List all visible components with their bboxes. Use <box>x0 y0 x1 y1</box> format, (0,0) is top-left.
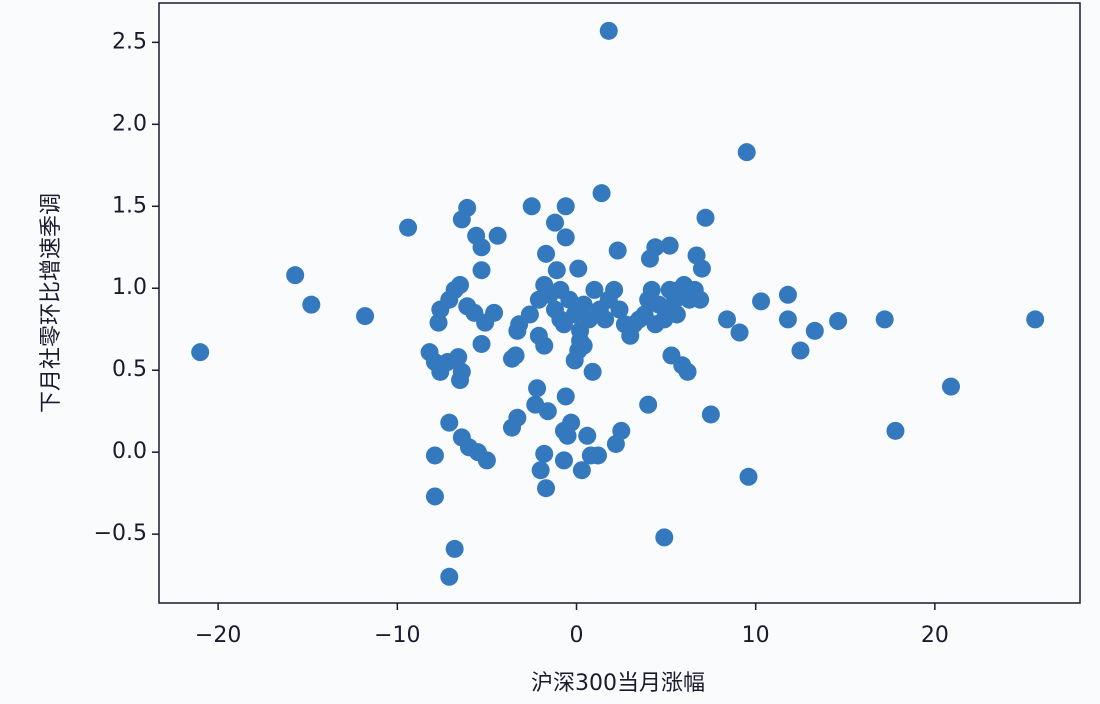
point <box>569 259 588 278</box>
point <box>639 395 658 414</box>
point <box>535 336 554 355</box>
x-tick-label: 10 <box>742 623 770 648</box>
point <box>574 295 593 314</box>
x-tick-label: −10 <box>374 623 420 648</box>
x-tick-label: 20 <box>921 623 949 648</box>
point <box>610 300 629 319</box>
point <box>612 421 631 440</box>
point <box>778 310 797 329</box>
point <box>551 280 570 299</box>
point <box>485 303 504 322</box>
y-axis-label: 下月社零环比增速季调 <box>39 193 64 413</box>
point <box>583 362 602 381</box>
point <box>472 334 491 353</box>
point <box>286 266 305 285</box>
point <box>545 213 564 232</box>
point <box>886 421 905 440</box>
point <box>556 228 575 247</box>
point <box>538 402 557 421</box>
point <box>640 249 659 268</box>
point <box>730 323 749 342</box>
point <box>508 408 527 427</box>
point <box>608 241 627 260</box>
point <box>458 198 477 217</box>
point <box>556 197 575 216</box>
point <box>624 315 643 334</box>
point <box>554 315 573 334</box>
point <box>791 341 810 360</box>
point <box>941 377 960 396</box>
point <box>829 312 848 331</box>
point <box>449 348 468 367</box>
y-tick-label: 1.0 <box>112 275 147 300</box>
point <box>678 285 697 304</box>
point <box>660 236 679 255</box>
point <box>535 444 554 463</box>
point <box>477 451 496 470</box>
point <box>565 351 584 370</box>
point <box>718 310 737 329</box>
point <box>520 305 539 324</box>
y-tick-label: 2.5 <box>112 29 147 54</box>
point <box>737 143 756 162</box>
point <box>531 461 550 480</box>
point <box>451 275 470 294</box>
point <box>522 197 541 216</box>
point <box>425 446 444 465</box>
y-tick-label: 1.5 <box>112 193 147 218</box>
point <box>537 479 556 498</box>
point <box>578 426 597 445</box>
point <box>445 539 464 558</box>
x-tick-label: 0 <box>569 623 583 648</box>
point <box>571 331 590 350</box>
point <box>429 313 448 332</box>
point <box>778 285 797 304</box>
y-tick-label: 0.5 <box>112 357 147 382</box>
y-tick-label: 2.0 <box>112 111 147 136</box>
point <box>692 259 711 278</box>
point <box>585 280 604 299</box>
point <box>506 346 525 365</box>
point <box>588 446 607 465</box>
point <box>1026 310 1045 329</box>
point <box>537 244 556 263</box>
point <box>425 487 444 506</box>
x-tick-label: −20 <box>195 623 241 648</box>
point <box>356 307 375 326</box>
point <box>592 184 611 203</box>
point <box>875 310 894 329</box>
point <box>451 371 470 390</box>
point <box>399 218 418 237</box>
point <box>554 451 573 470</box>
point <box>805 321 824 340</box>
point <box>642 280 661 299</box>
point <box>440 567 459 586</box>
point <box>605 280 624 299</box>
point <box>547 261 566 280</box>
point <box>739 467 758 486</box>
point <box>562 413 581 432</box>
point <box>440 413 459 432</box>
point <box>191 343 210 362</box>
y-tick-label: 0.0 <box>112 439 147 464</box>
point <box>488 226 507 245</box>
point <box>752 292 771 311</box>
point <box>472 238 491 257</box>
point <box>572 461 591 480</box>
point <box>596 310 615 329</box>
point <box>678 362 697 381</box>
y-tick-label: −0.5 <box>94 521 147 546</box>
plot-frame <box>158 2 1081 604</box>
point <box>667 305 686 324</box>
point <box>599 21 618 40</box>
point <box>472 261 491 280</box>
point <box>655 528 674 547</box>
point <box>701 405 720 424</box>
point <box>528 379 547 398</box>
point <box>302 295 321 314</box>
point <box>696 208 715 227</box>
point <box>556 387 575 406</box>
x-axis-label: 沪深300当月涨幅 <box>531 671 705 696</box>
